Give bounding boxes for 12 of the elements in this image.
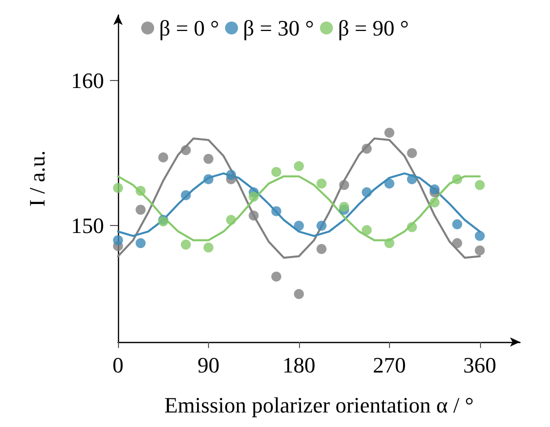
legend-label: β = 30 ° — [243, 16, 314, 40]
x-tick-label: 180 — [282, 352, 316, 378]
x-tick-label: 360 — [463, 352, 496, 378]
x-tick-label: 0 — [112, 352, 124, 378]
x-tick-label: 90 — [197, 352, 220, 378]
legend-label: β = 0 ° — [159, 16, 220, 40]
x-axis-title: Emission polarizer orientation α / ° — [164, 392, 474, 418]
legend-label: β = 90 ° — [338, 16, 409, 40]
y-axis-title: I / a.u. — [24, 150, 50, 207]
y-tick-label: 150 — [71, 213, 104, 238]
y-tick-label: 160 — [71, 68, 104, 93]
x-tick-label: 270 — [372, 352, 406, 378]
